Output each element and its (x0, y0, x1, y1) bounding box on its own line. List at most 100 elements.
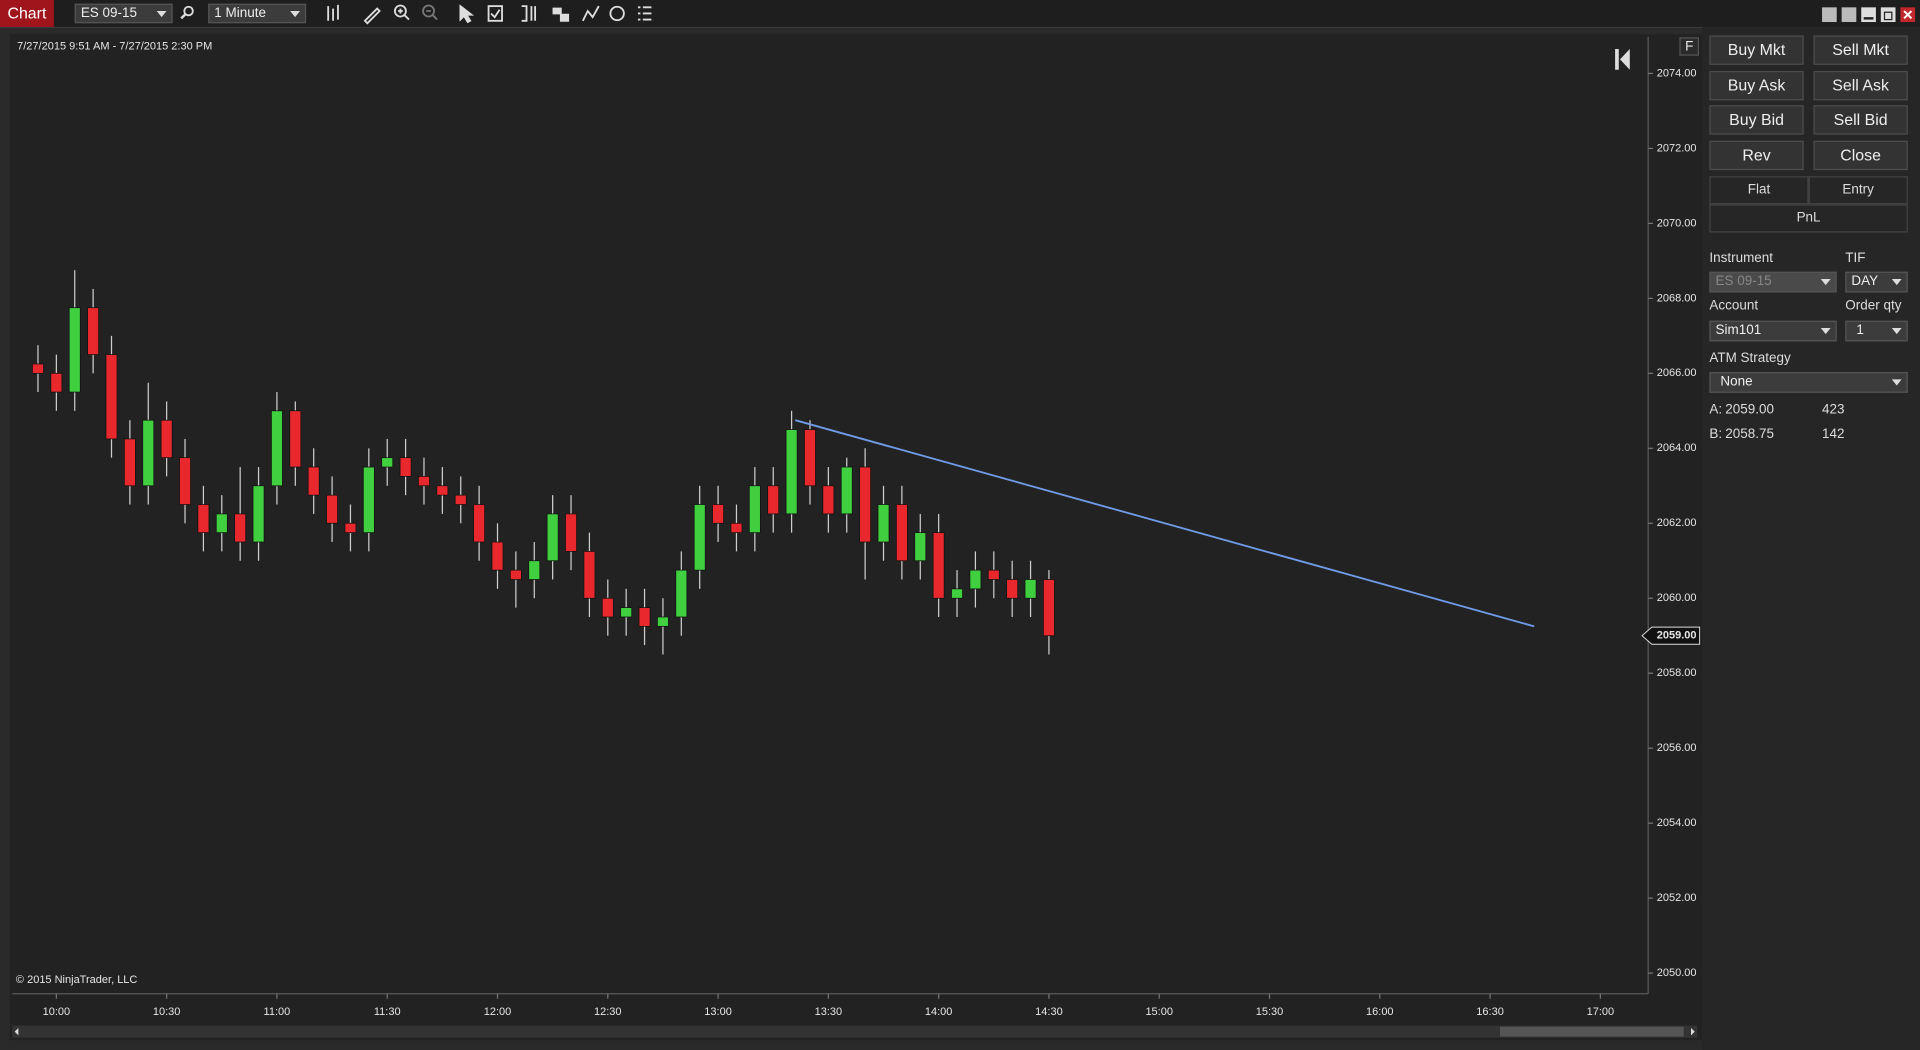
y-tick-label: 2074.00 (1657, 67, 1697, 79)
candle-body (381, 457, 394, 468)
search-icon[interactable] (179, 5, 196, 22)
panel-flag[interactable]: F (1685, 39, 1693, 54)
candle-body (105, 354, 118, 440)
candle-body (748, 485, 761, 534)
candle-body (767, 485, 780, 515)
flat-header: Flat (1709, 176, 1809, 205)
order-button[interactable]: Buy Ask (1709, 70, 1804, 100)
quote-text: A: (1709, 402, 1723, 418)
instrument-label: Instrument (1709, 250, 1774, 266)
x-tick-label: 12:00 (484, 1006, 512, 1018)
candle-body (583, 551, 596, 599)
candle-body (914, 532, 927, 562)
candle-body (473, 504, 486, 543)
candle-body (896, 504, 908, 562)
candle-body (50, 372, 63, 393)
x-tick-label: 16:30 (1476, 1006, 1504, 1018)
candle-body (197, 504, 210, 534)
candle-body (160, 419, 173, 459)
x-tick-label: 10:30 (153, 1006, 181, 1018)
y-tick-label: 2062.00 (1657, 517, 1697, 529)
candle-body (693, 504, 706, 571)
candle-body (1024, 579, 1037, 599)
y-tick-label: 2072.00 (1657, 142, 1697, 154)
candle-body (1006, 579, 1019, 599)
candle-body (32, 363, 44, 374)
candle-body (399, 457, 412, 477)
candle-body (271, 410, 283, 487)
quote-text: B: (1709, 427, 1723, 442)
order-button[interactable]: Sell Mkt (1813, 35, 1908, 65)
order-button[interactable]: Sell Bid (1813, 105, 1908, 136)
y-tick-label: 2052.00 (1657, 892, 1697, 904)
atm-label: ATM Strategy (1709, 351, 1791, 366)
toolbar: Chart ES 09-15 1 Minute (0, 0, 1920, 29)
candle-body (932, 532, 945, 599)
candle-body (528, 560, 541, 580)
x-tick-label: 13:00 (704, 1006, 732, 1018)
candle-body (510, 569, 522, 580)
candle-body (601, 597, 614, 618)
candle-body (68, 307, 81, 393)
y-tick-label: 2050.00 (1657, 967, 1697, 979)
x-tick-label: 11:00 (264, 1006, 291, 1018)
quote-text: 2058.75 (1725, 427, 1774, 442)
candle-body (289, 410, 302, 468)
candle-body (436, 485, 449, 496)
candle-body (546, 513, 559, 562)
account-field[interactable]: Sim101 (1709, 320, 1837, 342)
y-tick-label: 2060.00 (1657, 592, 1697, 604)
instrument-select[interactable]: ES 09-15 (74, 3, 173, 24)
candle-body (142, 419, 155, 487)
atm-field[interactable]: None (1709, 372, 1908, 393)
tif-field[interactable]: DAY (1845, 271, 1908, 293)
candle-body (969, 569, 982, 590)
chart-background (9, 34, 1703, 1041)
order-button[interactable]: Buy Mkt (1709, 35, 1804, 65)
quote-text: 2059.00 (1725, 402, 1774, 418)
candle-body (620, 607, 633, 618)
instrument-field[interactable]: ES 09-15 (1709, 271, 1837, 293)
window-controls[interactable] (1820, 5, 1918, 25)
candle-body (638, 607, 651, 627)
pnl-cell: PnL (1709, 204, 1908, 233)
order-button[interactable]: Sell Ask (1813, 70, 1908, 100)
scrollbar[interactable] (12, 1025, 1698, 1038)
panel-flag-box[interactable] (1679, 37, 1699, 56)
order-button[interactable]: Buy Bid (1709, 105, 1804, 136)
candle-body (344, 522, 357, 534)
candle-body (252, 485, 265, 543)
quote-text: 423 (1822, 402, 1845, 418)
tool-icons[interactable] (321, 2, 664, 25)
candle-body (87, 307, 100, 355)
candle-body (454, 494, 467, 505)
x-tick-label: 14:30 (1035, 1006, 1063, 1018)
entry-header: Entry (1808, 176, 1908, 205)
tif-label: TIF (1845, 250, 1866, 266)
x-tick-label: 17:00 (1587, 1006, 1615, 1018)
candle-body (234, 513, 247, 543)
interval-select[interactable]: 1 Minute (208, 3, 307, 24)
y-tick-label: 2066.00 (1657, 367, 1697, 379)
candle-body (804, 429, 816, 487)
candle-body (730, 522, 743, 534)
candle-body (822, 485, 835, 515)
copyright: © 2015 NinjaTrader, LLC (16, 974, 138, 986)
candle-body (215, 513, 228, 534)
quote-text: 142 (1822, 427, 1845, 442)
y-tick-label: 2070.00 (1657, 217, 1697, 229)
candle-body (565, 513, 577, 552)
y-tick-label: 2058.00 (1657, 667, 1697, 679)
scrollbar-thumb[interactable] (1500, 1026, 1684, 1037)
candle-body (840, 466, 853, 515)
candle-body (307, 466, 320, 496)
candle-body (675, 569, 688, 618)
scroll-end-icon[interactable] (1615, 48, 1630, 70)
qty-field[interactable]: 1 (1845, 320, 1908, 342)
candle-body (326, 494, 338, 524)
candle-body (491, 541, 504, 571)
order-button[interactable]: Rev (1709, 140, 1804, 171)
order-button[interactable]: Close (1813, 140, 1908, 171)
